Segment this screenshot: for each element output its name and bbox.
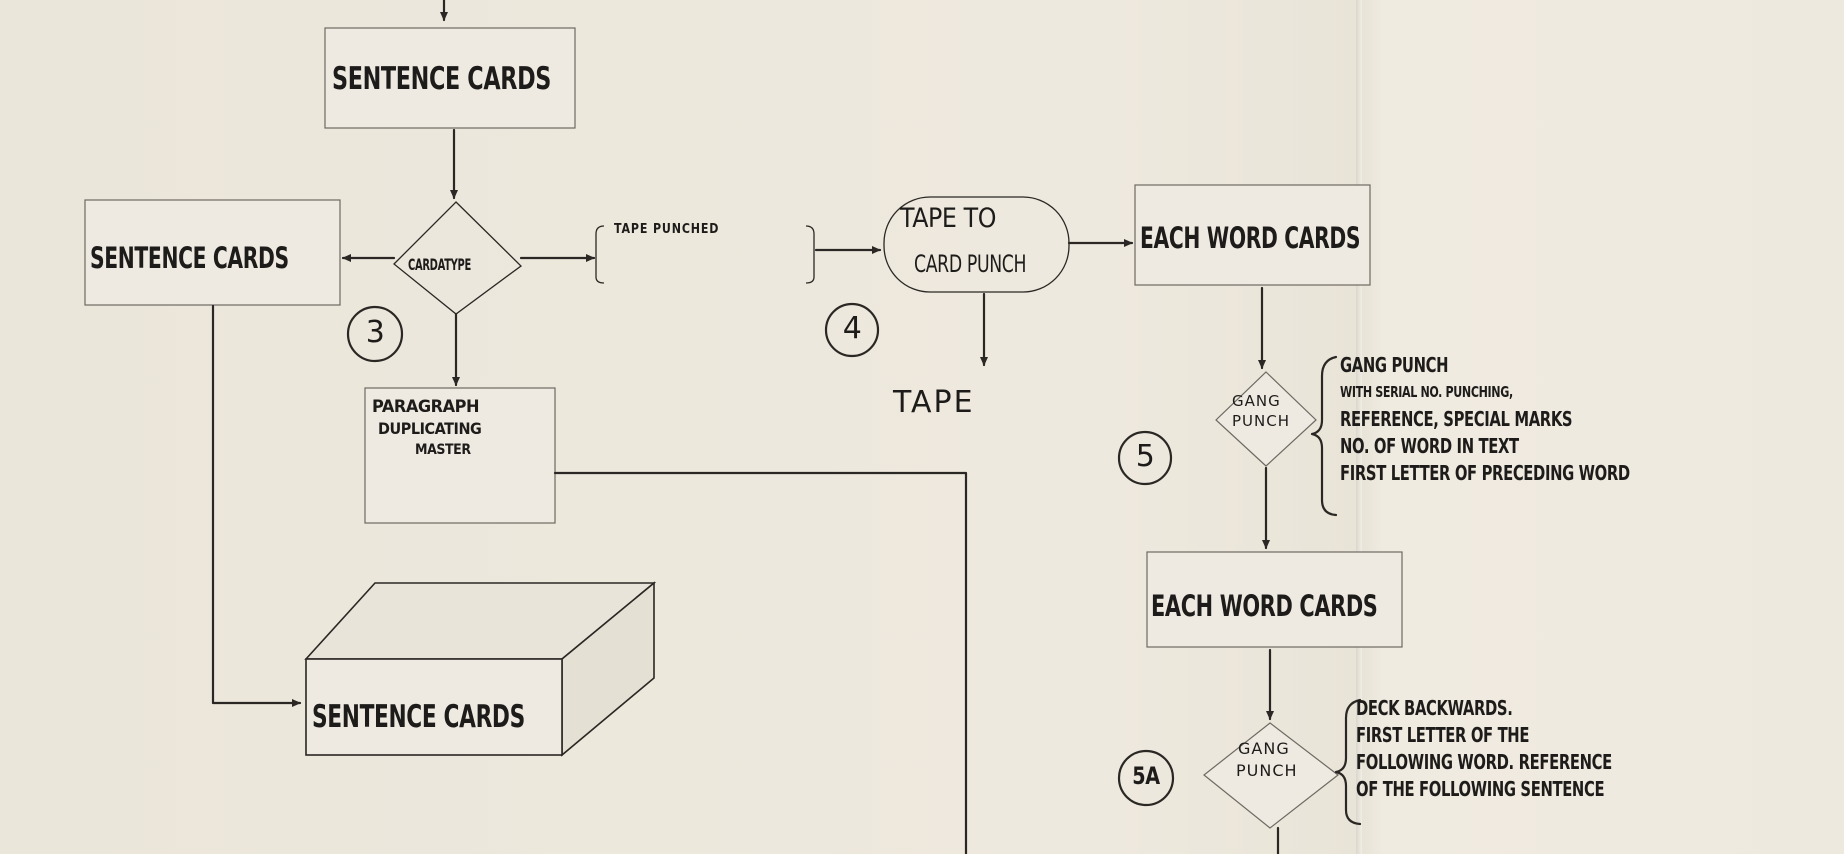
gang-punch-5a-line1: GANG bbox=[1238, 739, 1290, 758]
paper-fold bbox=[1356, 0, 1362, 854]
gang-punch-5-line2: PUNCH bbox=[1232, 412, 1290, 430]
note-5a-line: DECK BACKWARDS. bbox=[1356, 696, 1513, 720]
sentence-cards-left-box bbox=[84, 199, 341, 306]
brace-5 bbox=[1310, 355, 1338, 517]
step-5-circle bbox=[1117, 430, 1173, 486]
tape-punched-label: TAPE PUNCHED bbox=[614, 222, 720, 237]
step-5a-label: 5A bbox=[1132, 762, 1160, 790]
brace-5a bbox=[1334, 698, 1362, 826]
gang-punch-5a-line2: PUNCH bbox=[1236, 761, 1298, 780]
note-5a-line: FIRST LETTER OF THE bbox=[1356, 723, 1530, 747]
note-5-line: WITH SERIAL NO. PUNCHING, bbox=[1340, 383, 1513, 401]
cardatype-label: CARDATYPE bbox=[408, 255, 471, 274]
sentence-cards-file-label: SENTENCE CARDS bbox=[312, 699, 525, 735]
sentence-cards-top-label: SENTENCE CARDS bbox=[332, 61, 551, 97]
paragraph-master-line1: PARAGRAPH bbox=[372, 397, 480, 417]
tape-to-card-punch-line1: TAPE TO bbox=[900, 203, 996, 234]
gang-punch-5a-notes: DECK BACKWARDS. FIRST LETTER OF THE FOLL… bbox=[1356, 695, 1612, 803]
sentence-cards-left-label: SENTENCE CARDS bbox=[90, 241, 289, 275]
tape-punched-shape bbox=[595, 225, 815, 284]
step-5-label: 5 bbox=[1135, 439, 1155, 474]
gang-punch-5-diamond bbox=[1215, 371, 1317, 467]
gang-punch-5-line1: GANG bbox=[1232, 392, 1281, 410]
note-5-line: FIRST LETTER OF PRECEDING WORD bbox=[1340, 461, 1630, 485]
line-master-out bbox=[553, 471, 968, 854]
paragraph-master-box bbox=[364, 387, 556, 524]
arrow-sentence-cards-to-file bbox=[211, 304, 302, 707]
paragraph-master-line3: MASTER bbox=[415, 442, 471, 458]
sentence-cards-top-box bbox=[324, 27, 576, 129]
gang-punch-5-notes: GANG PUNCH WITH SERIAL NO. PUNCHING, REF… bbox=[1340, 352, 1630, 487]
step-5a-circle bbox=[1117, 749, 1175, 807]
each-word-cards-bottom-box bbox=[1146, 551, 1403, 648]
step-3-circle bbox=[346, 305, 404, 363]
each-word-cards-bottom-label: EACH WORD CARDS bbox=[1151, 589, 1378, 623]
note-5a-line: OF THE FOLLOWING SENTENCE bbox=[1356, 777, 1605, 801]
sentence-cards-file-box bbox=[304, 581, 657, 757]
note-5-line: NO. OF WORD IN TEXT bbox=[1340, 434, 1519, 458]
tape-label: TAPE bbox=[893, 385, 975, 420]
tape-to-card-punch-terminal bbox=[883, 196, 1070, 293]
step-4-circle bbox=[824, 302, 880, 358]
gang-punch-5a-diamond bbox=[1203, 722, 1339, 829]
note-5-line: GANG PUNCH bbox=[1340, 353, 1449, 377]
paragraph-master-line2: DUPLICATING bbox=[378, 419, 482, 438]
note-5a-line: FOLLOWING WORD. REFERENCE bbox=[1356, 750, 1612, 774]
step-4-label: 4 bbox=[842, 311, 862, 346]
note-5-line: REFERENCE, SPECIAL MARKS bbox=[1340, 407, 1573, 431]
tape-to-card-punch-line2: CARD PUNCH bbox=[914, 250, 1027, 278]
step-3-label: 3 bbox=[365, 315, 385, 350]
each-word-cards-top-box bbox=[1134, 184, 1371, 286]
each-word-cards-top-label: EACH WORD CARDS bbox=[1140, 221, 1361, 255]
